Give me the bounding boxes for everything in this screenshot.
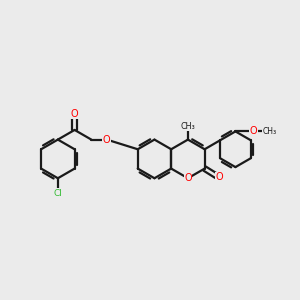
Text: O: O [250,126,257,136]
Text: Cl: Cl [53,189,62,198]
Text: O: O [71,109,78,118]
Text: CH₃: CH₃ [181,122,195,131]
Text: O: O [215,172,223,182]
Text: O: O [184,173,192,183]
Text: O: O [103,135,111,145]
Text: CH₃: CH₃ [262,127,276,136]
